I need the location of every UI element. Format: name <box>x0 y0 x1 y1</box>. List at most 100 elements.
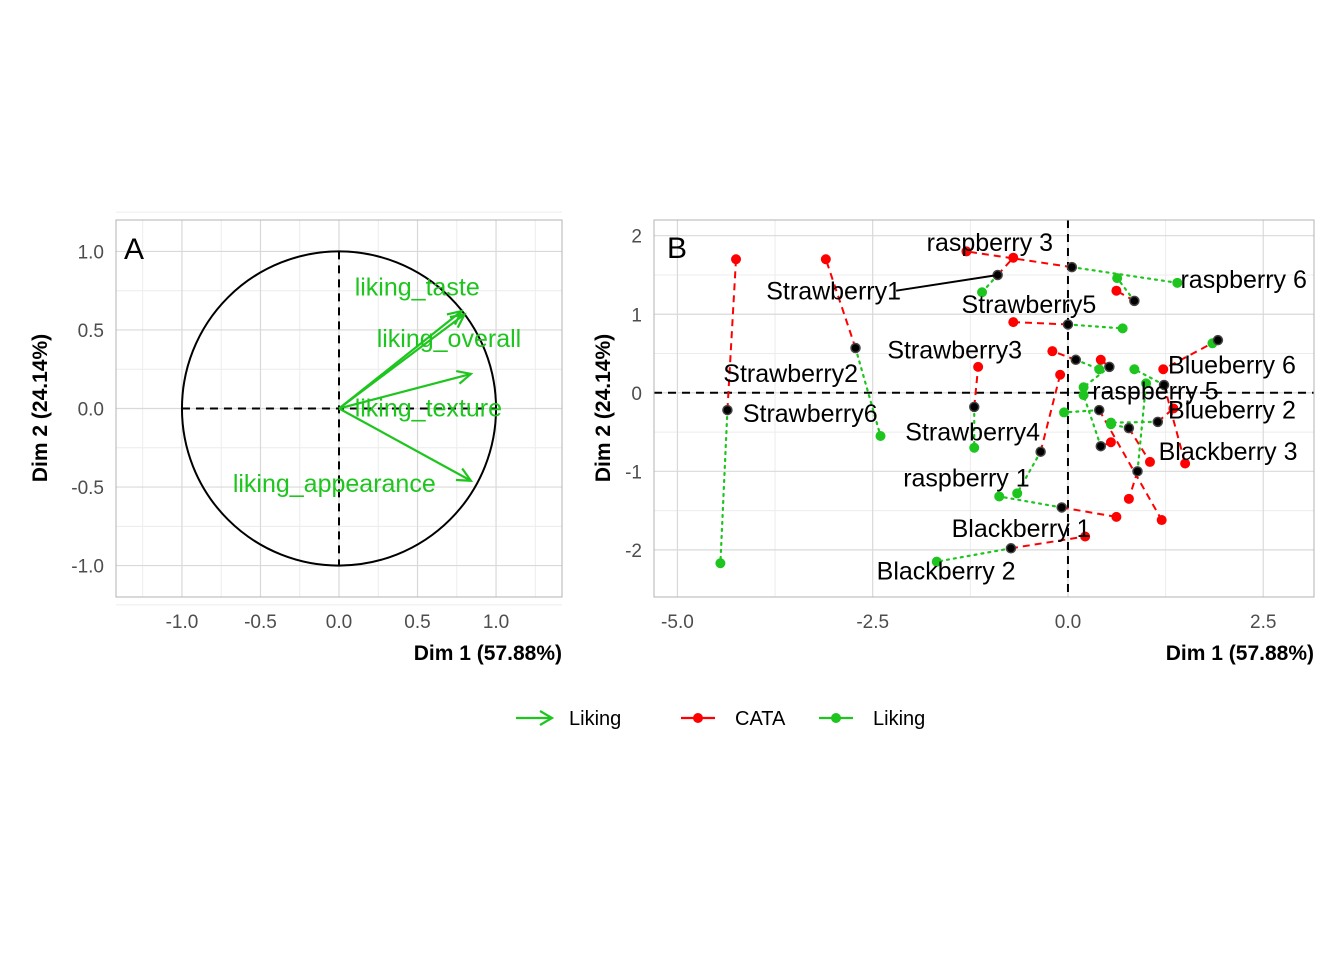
product-label: Blackberry 3 <box>1159 438 1298 466</box>
liking-connector <box>1136 382 1148 473</box>
product-label: Strawberry2 <box>723 360 858 388</box>
legend-key-cata <box>681 713 715 723</box>
liking-point <box>1012 488 1023 499</box>
cata-point <box>1111 285 1122 296</box>
cata-point <box>1158 364 1169 375</box>
liking-point <box>931 556 942 567</box>
y-tick-label: 0.5 <box>78 321 104 342</box>
panel-b-content <box>654 220 1314 597</box>
cata-point <box>1111 511 1122 522</box>
cata-point <box>1055 369 1066 380</box>
cata-point <box>1180 458 1191 469</box>
consensus-point <box>1132 466 1143 477</box>
product-label: Strawberry4 <box>905 418 1040 446</box>
consensus-point <box>1062 319 1074 330</box>
legend-label-liking: Liking <box>873 708 925 730</box>
individual-factor-map-panel: raspberry 3 Strawberry1 raspberry 6 Strawbe… <box>592 219 1315 665</box>
y-tick-label: 2 <box>631 227 642 248</box>
liking-point <box>875 430 886 441</box>
x-tick-label: 0.0 <box>326 612 352 633</box>
consensus-point <box>850 342 861 354</box>
product-label: Blackberry 2 <box>877 557 1016 585</box>
consensus-point <box>1005 543 1017 554</box>
panel-b-grid <box>654 220 1314 597</box>
x-tick-label: -1.0 <box>166 612 199 633</box>
liking-point <box>1094 364 1105 375</box>
cata-connector <box>1061 506 1117 518</box>
cata-point <box>961 246 972 257</box>
liking-point <box>1078 382 1089 393</box>
variable-label: liking_overall <box>377 325 522 353</box>
product-label: Blueberry 6 <box>1168 352 1296 380</box>
cata-point <box>731 254 742 265</box>
legend-key-liking <box>819 713 853 723</box>
panel-a-y-axis-title: Dim 2 (24.14%) <box>29 334 52 482</box>
liking-connector <box>1016 450 1042 495</box>
liking-connector <box>1082 365 1111 389</box>
liking-connector <box>1082 394 1102 448</box>
liking-point <box>1059 407 1070 418</box>
variable-label: liking_appearance <box>233 470 436 498</box>
liking-point <box>969 442 980 453</box>
product-label: raspberry 1 <box>903 465 1029 493</box>
cata-point <box>1080 531 1091 542</box>
cata-point <box>1123 493 1134 504</box>
variable-label: liking_texture <box>355 394 502 422</box>
consensus-point <box>1104 361 1115 373</box>
arrow-head <box>455 369 474 385</box>
cata-point <box>1105 437 1116 448</box>
y-tick-label: 1 <box>631 305 642 326</box>
y-tick-label: -0.5 <box>71 478 104 499</box>
consensus-point <box>722 404 733 416</box>
cata-point <box>820 254 831 265</box>
liking-connector <box>1066 323 1124 330</box>
panel-b-product-labels: raspberry 3 Strawberry1 raspberry 6 Strawbe… <box>723 229 1307 585</box>
panel-b-x-axis-title: Dim 1 (57.88%) <box>1166 642 1314 665</box>
panel-a-variable-labels: liking_taste liking_overall liking_texture… <box>233 273 521 497</box>
liking-point <box>1172 277 1183 288</box>
consensus-point <box>1152 416 1164 428</box>
consensus-point <box>1056 502 1067 513</box>
product-label: raspberry 3 <box>927 229 1053 257</box>
liking-point <box>994 491 1005 502</box>
consensus-point <box>1035 446 1046 457</box>
liking-connector <box>1062 408 1101 414</box>
arrow-head <box>449 312 467 329</box>
cata-point <box>1156 515 1167 526</box>
x-tick-label: -0.5 <box>244 612 277 633</box>
liking-connector <box>1133 368 1166 387</box>
x-tick-label: 0.0 <box>1055 612 1081 633</box>
variable-label: liking_taste <box>355 273 480 301</box>
panel-b-y-axis-title: Dim 2 (24.14%) <box>592 334 615 482</box>
product-label: raspberry 5 <box>1092 377 1218 405</box>
cata-point <box>1008 252 1019 263</box>
legend-label-cata: CATA <box>735 708 786 730</box>
product-label: Strawberry6 <box>743 400 878 428</box>
product-label: Strawberry5 <box>962 291 1097 319</box>
panel-a-border <box>115 219 563 598</box>
y-tick-label: 0 <box>631 384 642 405</box>
consensus-point <box>1095 440 1107 452</box>
cata-connector <box>973 366 980 408</box>
panel-a-tag: A <box>124 233 144 266</box>
cata-connector <box>1162 339 1219 371</box>
y-tick-label: -1 <box>625 462 642 483</box>
liking-connector <box>719 408 729 565</box>
legend: Liking CATA Liking <box>516 708 925 730</box>
liking-point <box>1141 378 1152 389</box>
liking-connector <box>854 346 882 438</box>
legend-key-liking-arrow <box>516 710 555 726</box>
correlation-circle-panel: liking_taste liking_overall liking_texture… <box>29 211 563 665</box>
cata-point <box>1144 456 1155 467</box>
consensus-point <box>1129 295 1140 307</box>
panel-b-border <box>653 219 1315 598</box>
consensus-point <box>1212 334 1224 346</box>
x-tick-label: -5.0 <box>661 612 694 633</box>
cata-connector <box>824 258 857 349</box>
cata-connector <box>726 259 738 411</box>
cata-point <box>1168 403 1179 414</box>
cata-point <box>1047 346 1058 357</box>
product-label: Strawberry1 <box>766 278 901 306</box>
liking-connector <box>1109 420 1159 424</box>
